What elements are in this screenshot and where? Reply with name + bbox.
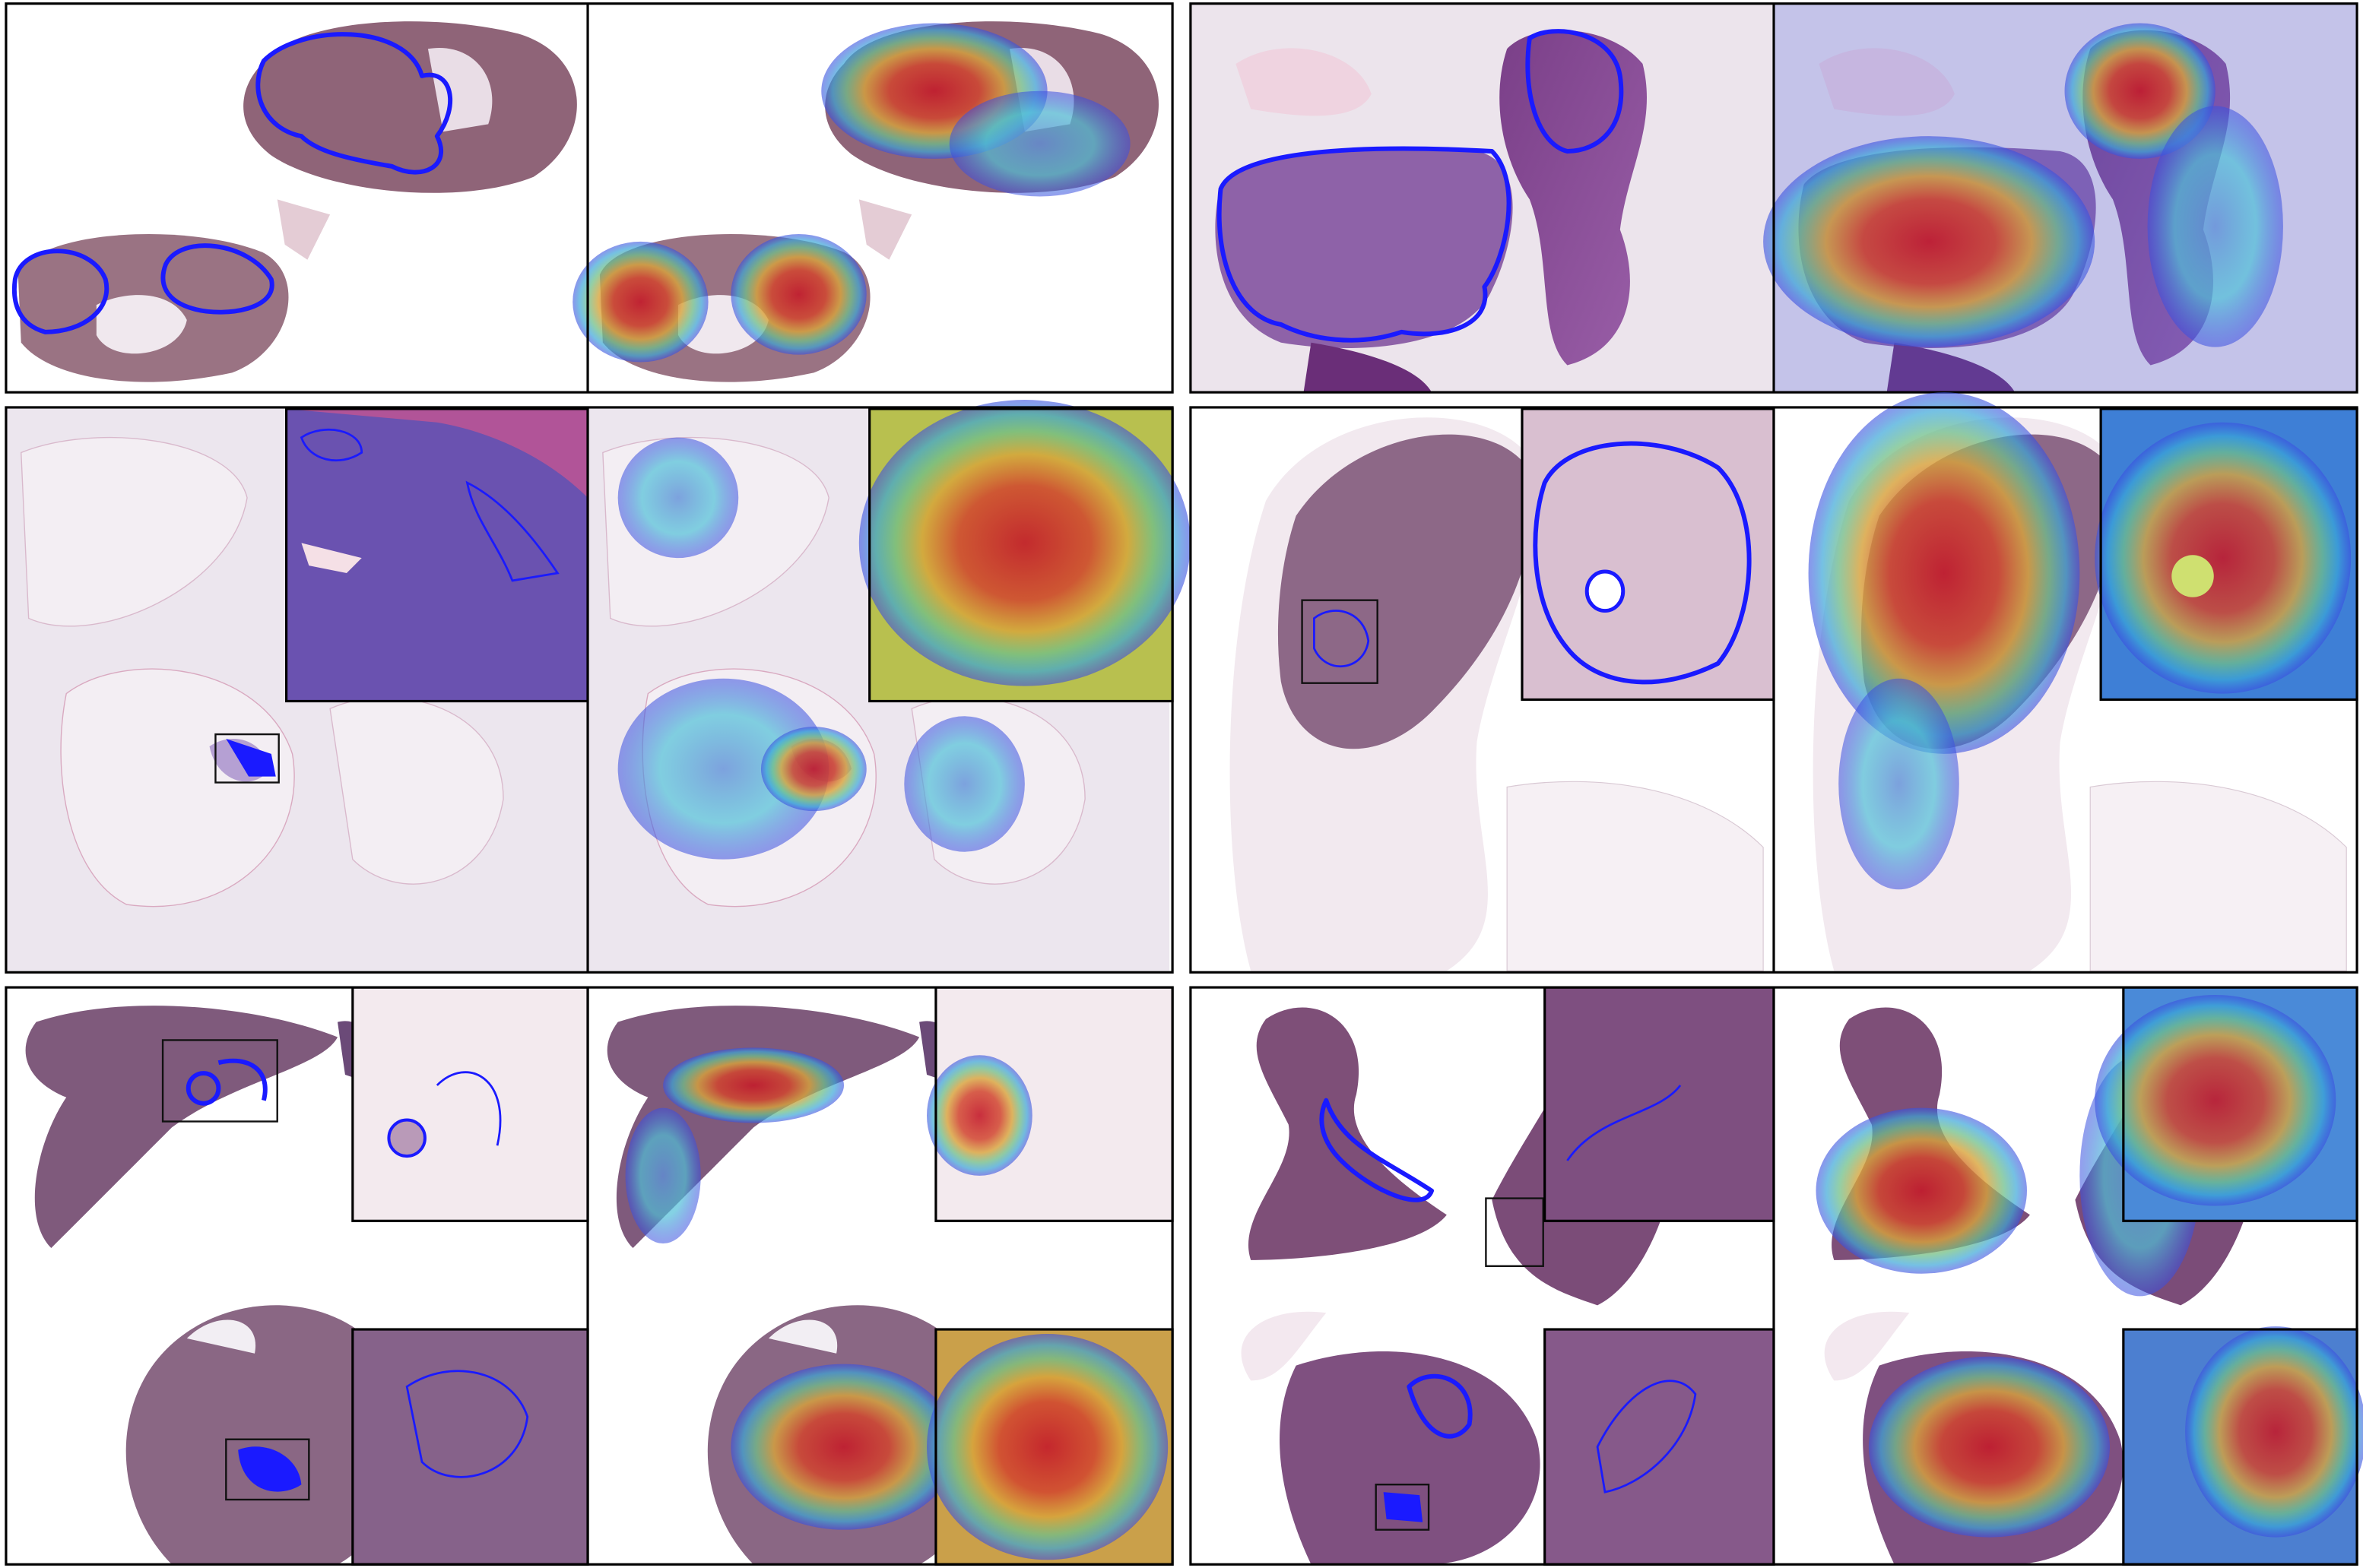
contour xyxy=(12,249,109,334)
frame xyxy=(5,986,1174,1566)
contour-thin xyxy=(1596,1380,1697,1494)
region xyxy=(352,987,588,1221)
region xyxy=(1868,1356,2110,1538)
region xyxy=(301,543,362,573)
panel-6 xyxy=(1189,986,2363,1566)
region xyxy=(731,1364,957,1530)
region xyxy=(1808,392,2080,754)
region xyxy=(1763,136,2095,347)
contour xyxy=(1319,1098,1435,1202)
region xyxy=(617,678,829,860)
contour-thin xyxy=(1313,610,1370,667)
region xyxy=(352,1329,588,1565)
region xyxy=(927,1055,1032,1176)
region xyxy=(1544,1329,1774,1565)
panel-4 xyxy=(1189,392,2358,974)
box xyxy=(1375,1484,1430,1531)
panel-2 xyxy=(1189,2,2358,394)
region xyxy=(2095,995,2336,1206)
box xyxy=(225,1438,310,1501)
contour-thin xyxy=(405,1370,529,1478)
contour xyxy=(1533,441,1752,685)
panel-1 xyxy=(5,2,1174,394)
contour-thin xyxy=(1566,1085,1682,1161)
contour xyxy=(1407,1373,1473,1439)
tissue xyxy=(1190,3,1772,393)
region xyxy=(1383,1492,1423,1522)
region xyxy=(2185,1326,2363,1538)
contour xyxy=(1525,29,1624,154)
region xyxy=(2095,422,2352,694)
frame xyxy=(5,406,1174,974)
region xyxy=(731,234,867,355)
region xyxy=(2147,106,2283,347)
frame xyxy=(5,2,1174,394)
box xyxy=(214,733,280,784)
region xyxy=(663,1047,844,1123)
region xyxy=(1584,569,1626,613)
region xyxy=(387,1118,427,1158)
region xyxy=(625,1107,701,1244)
box xyxy=(1485,1197,1544,1267)
region xyxy=(1544,987,1774,1221)
contour xyxy=(255,32,453,175)
contour-thin xyxy=(436,1071,502,1146)
region xyxy=(1816,1107,2027,1274)
region xyxy=(949,90,1131,197)
contour xyxy=(217,1058,268,1101)
region xyxy=(238,1446,302,1492)
region xyxy=(186,1071,221,1106)
box xyxy=(161,1039,278,1123)
region xyxy=(927,1333,1169,1560)
region xyxy=(2064,23,2216,159)
region xyxy=(573,241,709,363)
region xyxy=(1521,408,1774,700)
region xyxy=(226,739,276,777)
region xyxy=(1838,678,1959,890)
region xyxy=(2171,555,2214,597)
panel-3 xyxy=(5,400,1191,974)
contour xyxy=(160,243,274,315)
panel-5 xyxy=(5,986,1174,1566)
contour xyxy=(1216,146,1511,343)
region xyxy=(904,716,1025,852)
region xyxy=(617,437,739,559)
contour-thin xyxy=(300,428,560,582)
region xyxy=(858,400,1191,686)
region xyxy=(760,727,867,812)
region xyxy=(286,408,588,498)
box xyxy=(1301,599,1378,684)
